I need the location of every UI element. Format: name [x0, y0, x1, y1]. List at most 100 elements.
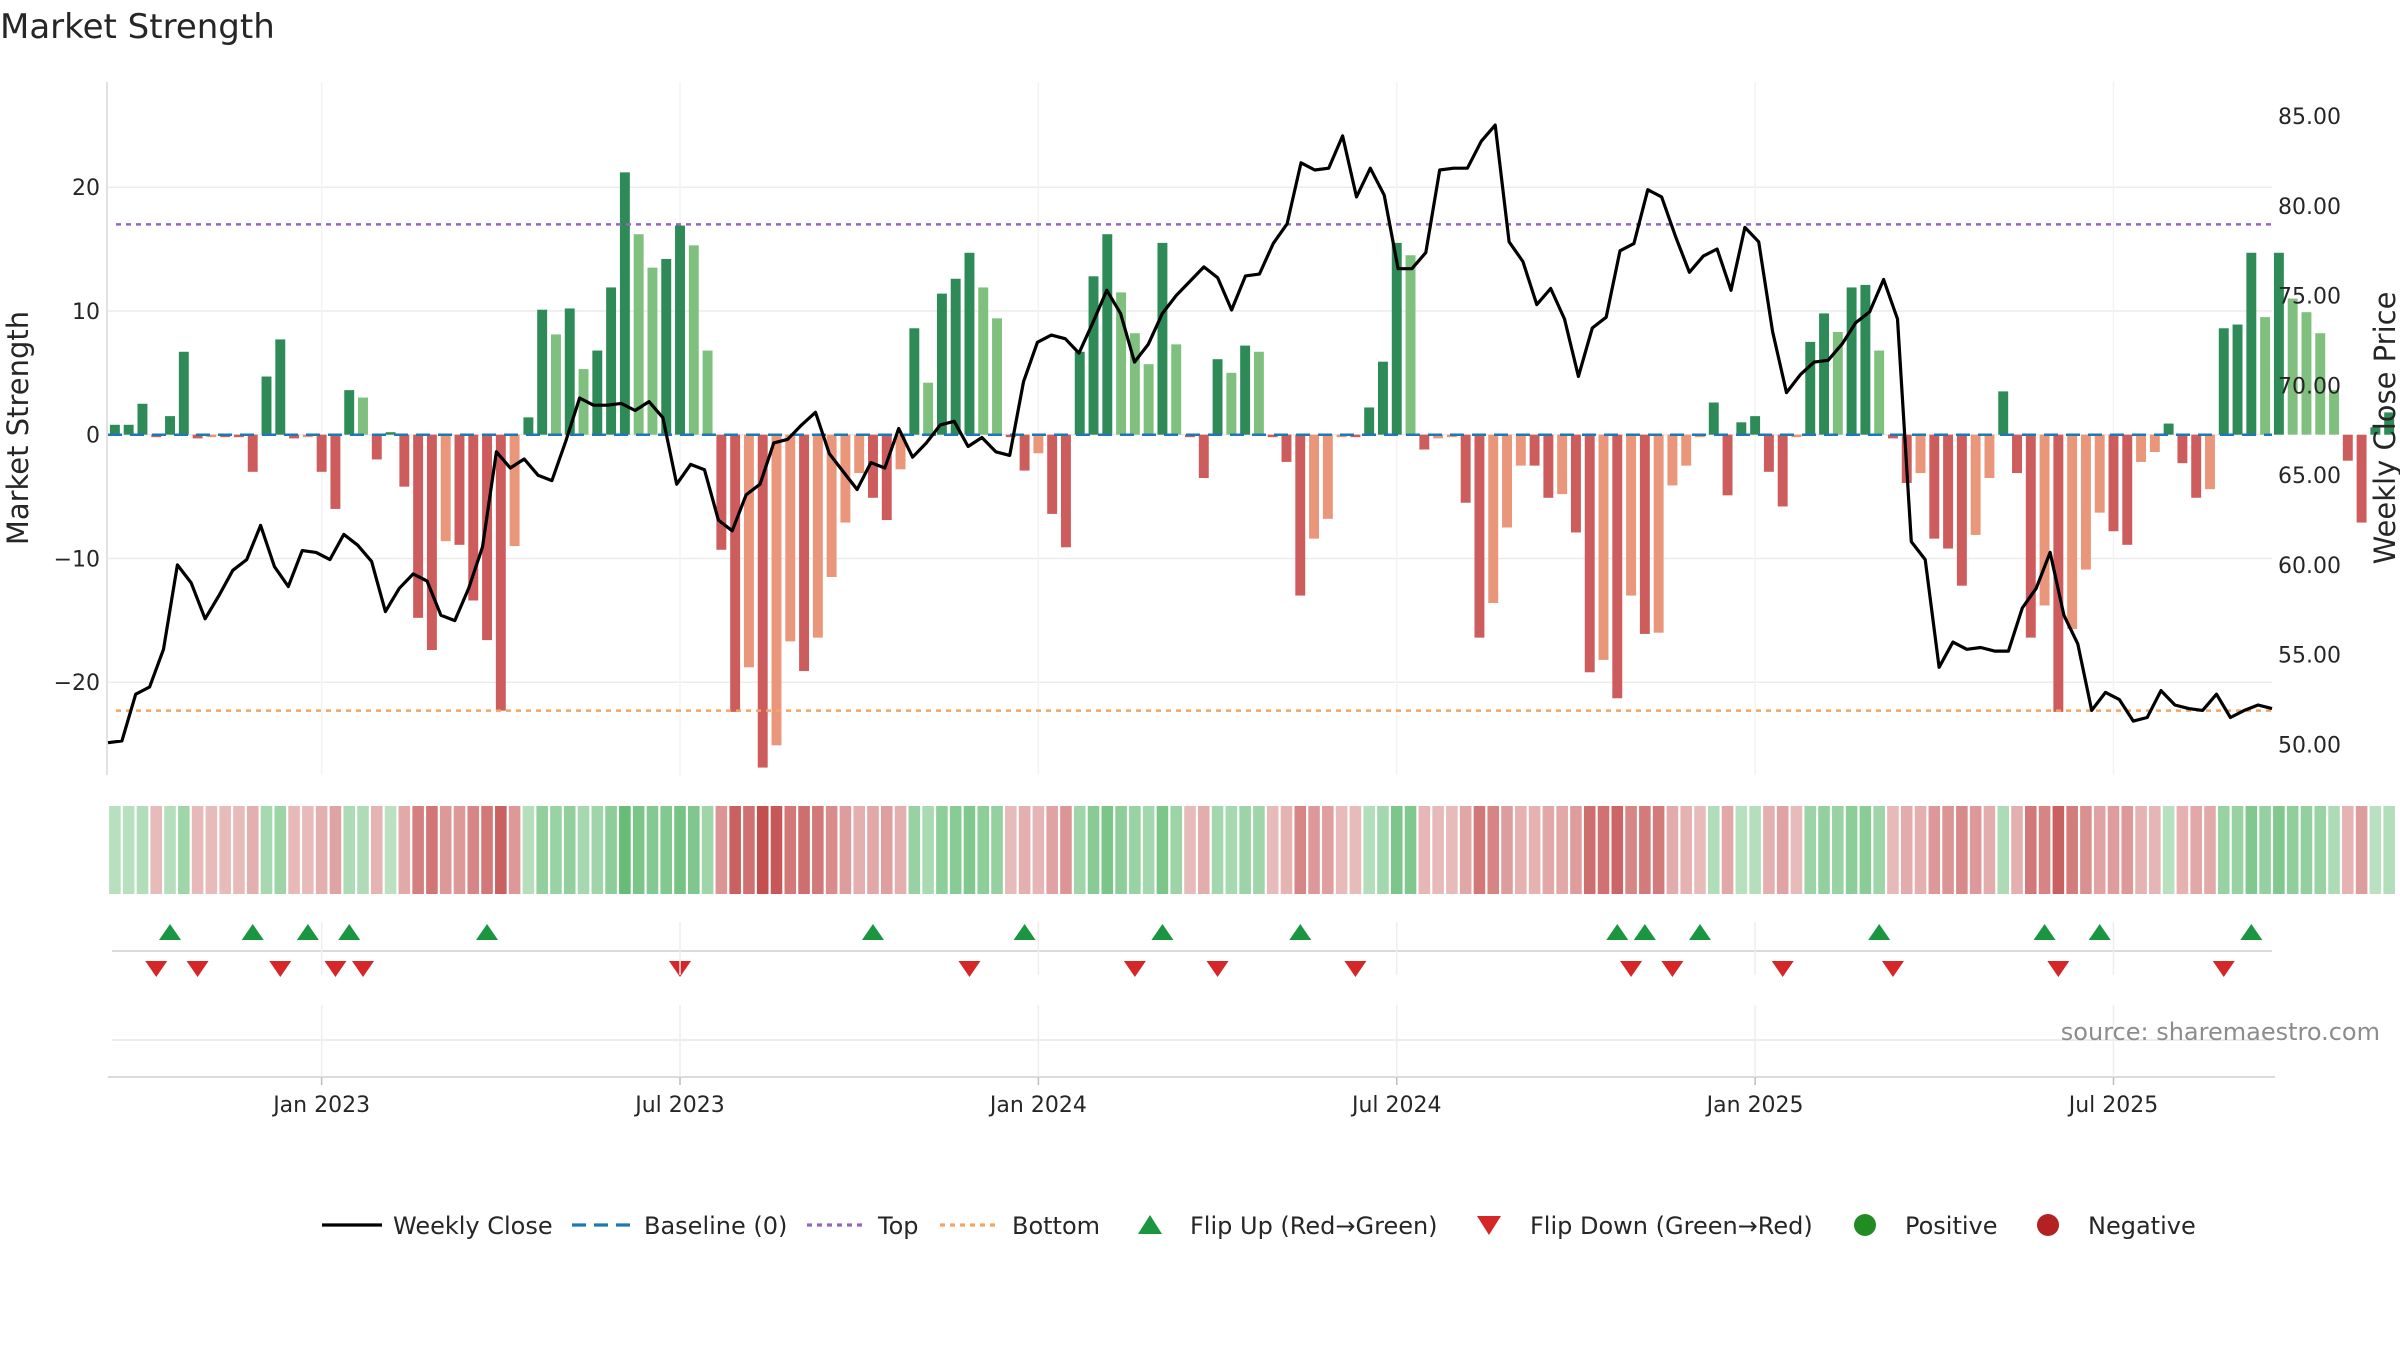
legend-flip-down-label: Flip Down (Green→Red)	[1530, 1212, 1813, 1240]
heat-cell-50	[798, 806, 810, 894]
heat-cell-44	[715, 806, 728, 894]
strength-bar-59	[923, 382, 934, 435]
strength-bar-48	[771, 434, 782, 746]
strength-bar-26	[468, 434, 479, 601]
heat-cell-153	[2217, 806, 2230, 894]
heat-cell-22	[412, 806, 424, 894]
strength-bar-40	[661, 258, 672, 435]
heat-cell-152	[2204, 806, 2216, 894]
legend-flip-up-swatch	[1138, 1215, 1162, 1234]
heat-cell-86	[1294, 806, 1307, 894]
heat-cell-93	[1390, 806, 1403, 894]
flip-down-marker	[2212, 961, 2235, 977]
right-tick-label: 80.00	[2278, 195, 2341, 220]
heat-cell-53	[839, 806, 852, 894]
heat-cell-110	[1625, 806, 1637, 894]
strength-bar-84	[1267, 434, 1278, 438]
flip-down-marker	[958, 961, 981, 977]
strength-bar-12	[275, 339, 286, 435]
heat-cell-7	[205, 806, 218, 894]
heat-cell-102	[1515, 806, 1527, 894]
heat-cell-3	[150, 806, 163, 894]
right-axis-label: Weekly Close Price	[2368, 292, 2400, 565]
strength-bar-29	[509, 434, 520, 547]
left-tick-label: 0	[86, 424, 100, 449]
flip-up-marker	[1688, 924, 1711, 940]
heat-cell-115	[1694, 806, 1706, 894]
strength-bar-60	[936, 293, 947, 435]
heat-cell-66	[1018, 806, 1031, 894]
strength-bar-99	[1474, 434, 1485, 638]
heat-cell-92	[1377, 806, 1389, 894]
heat-cell-111	[1639, 806, 1651, 894]
strength-bar-118	[1736, 422, 1747, 435]
heat-cell-24	[439, 806, 452, 894]
heat-cell-126	[1845, 806, 1858, 894]
strength-bar-133	[1943, 434, 1954, 549]
strength-bar-68	[1047, 434, 1058, 514]
heat-cell-47	[756, 806, 769, 894]
strength-bar-35	[592, 350, 603, 435]
strength-bar-86	[1295, 434, 1306, 596]
heat-cell-20	[384, 806, 397, 894]
strength-bar-23	[426, 434, 437, 651]
strength-bar-105	[1557, 434, 1568, 495]
x-axis: Jan 2023 Jul 2023 Jan 2024 Jul 2024 Jan 2025…	[108, 922, 2275, 1118]
strength-bar-80	[1212, 359, 1223, 435]
strength-bar-138	[2012, 434, 2022, 474]
heat-cell-160	[2314, 806, 2327, 894]
strength-bar-27	[482, 434, 493, 641]
strength-bar-41	[675, 225, 685, 435]
x-tick-label: Jan 2025	[1705, 1093, 1804, 1118]
strength-bar-96	[1433, 434, 1444, 439]
heat-cell-95	[1418, 806, 1431, 894]
heat-cell-0	[109, 806, 121, 894]
left-tick-label: −20	[54, 671, 100, 696]
strength-bar-112	[1653, 434, 1664, 633]
heat-cell-52	[825, 806, 838, 894]
strength-bar-126	[1846, 287, 1857, 435]
strength-bar-28	[495, 434, 506, 711]
legend-top-label: Top	[877, 1212, 919, 1240]
heat-cell-39	[646, 806, 659, 894]
strength-bar-77	[1171, 344, 1182, 435]
heat-cell-158	[2286, 806, 2299, 894]
heat-cell-143	[2080, 806, 2092, 894]
heat-cell-132	[1928, 806, 1941, 894]
heat-cell-107	[1583, 806, 1596, 894]
heat-cell-80	[1211, 806, 1224, 894]
strength-bar-24	[440, 434, 451, 542]
x-tick-label: Jan 2024	[988, 1093, 1087, 1118]
heat-cell-114	[1680, 806, 1692, 894]
flip-up-marker	[2033, 924, 2056, 940]
flip-up-marker	[338, 924, 361, 940]
strength-bar-67	[1033, 434, 1044, 454]
strength-bar-52	[826, 434, 837, 577]
strength-bar-55	[868, 434, 878, 498]
heat-cell-98	[1459, 806, 1472, 894]
heat-cell-149	[2162, 806, 2175, 894]
strength-bar-147	[2136, 434, 2147, 462]
heat-cell-137	[1997, 806, 2010, 894]
strength-bar-82	[1240, 345, 1251, 435]
heat-cell-23	[426, 806, 438, 894]
strength-bar-51	[812, 434, 823, 638]
strength-bar-127	[1860, 284, 1871, 435]
strength-bar-21	[399, 434, 410, 487]
heat-cell-63	[977, 806, 990, 894]
heat-cell-157	[2273, 806, 2285, 894]
heat-cell-118	[1735, 806, 1748, 894]
heat-cell-17	[343, 806, 355, 894]
heat-cell-154	[2231, 806, 2244, 894]
strength-bar-58	[909, 328, 920, 435]
flip-marker-panel	[112, 924, 2272, 977]
heat-cell-59	[922, 806, 934, 894]
strength-bar-143	[2080, 434, 2091, 570]
heat-cell-6	[191, 806, 204, 894]
strength-bar-156	[2260, 317, 2271, 435]
strength-bar-153	[2218, 328, 2229, 435]
strength-bar-159	[2301, 312, 2312, 435]
heat-cell-62	[963, 806, 976, 894]
flip-down-marker	[2047, 961, 2070, 977]
strength-bar-128	[1874, 350, 1885, 435]
